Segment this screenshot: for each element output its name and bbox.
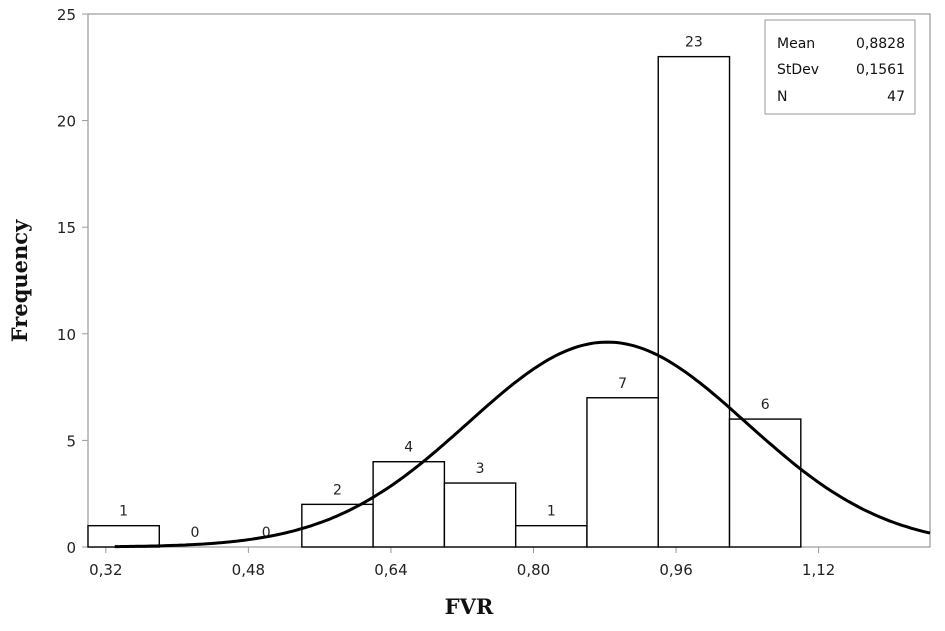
y-tick-label: 25 [57,6,76,24]
legend-stdev-value: 0,1561 [856,62,905,78]
x-tick-label: 1,12 [802,561,835,579]
bar-count-label: 0 [190,525,199,541]
legend-mean-label: Mean [777,36,815,52]
bar-count-label: 6 [761,397,770,413]
x-tick-label: 0,48 [232,561,265,579]
legend-n-label: N [777,89,787,105]
bar-count-label: 7 [618,376,627,392]
y-axis: 0 5 10 15 20 25 [57,6,88,557]
bars [87,55,802,548]
bar-count-label: 4 [404,440,413,456]
legend-n-value: 47 [887,89,905,105]
x-tick-label: 0,32 [89,561,122,579]
y-tick-label: 0 [66,539,76,557]
bar-count-label: 2 [333,482,342,498]
bar-count-label: 23 [685,35,703,51]
legend-mean-value: 0,8828 [856,36,905,52]
bar-count-label: 0 [262,525,271,541]
histogram-bar [657,55,731,548]
normal-fit-curve [114,340,931,549]
x-tick-label: 0,80 [517,561,550,579]
y-tick-label: 10 [57,326,76,344]
x-axis: 0,32 0,48 0,64 0,80 0,96 1,12 [89,547,835,579]
legend-stdev-label: StDev [777,62,819,78]
x-tick-label: 0,96 [659,561,692,579]
histogram-bar [586,397,659,548]
legend-box [764,19,916,115]
histogram-bar [372,461,446,548]
histogram-bar [514,524,588,548]
y-axis-title: Frequency [7,219,32,342]
y-tick-label: 20 [57,113,76,131]
bar-labels: 1 0 0 2 4 3 1 7 23 6 [119,35,770,541]
bar-count-label: 1 [547,504,556,520]
bar-count-label: 3 [476,461,485,477]
y-tick-label: 15 [57,219,76,237]
x-axis-title: FVR [445,594,494,619]
histogram-bar [87,524,160,548]
x-tick-label: 0,64 [374,561,407,579]
y-tick-label: 5 [66,432,76,450]
histogram-bar [443,482,517,548]
stats-legend: Mean 0,8828 StDev 0,1561 N 47 [764,19,916,115]
bar-count-label: 1 [119,504,128,520]
